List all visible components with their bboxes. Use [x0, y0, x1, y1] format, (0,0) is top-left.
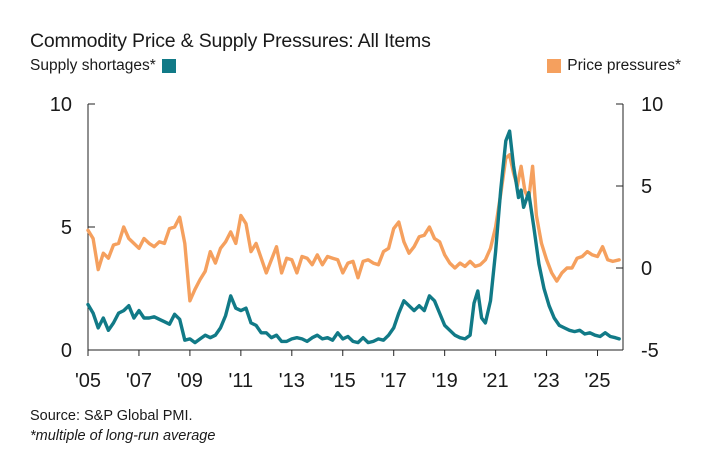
right-tick-label: 5 — [641, 176, 652, 198]
x-tick-label: '21 — [483, 370, 509, 392]
x-tick-label: '09 — [177, 370, 203, 392]
chart-title: Commodity Price & Supply Pressures: All … — [30, 30, 431, 52]
supply-shortages-line — [86, 129, 621, 345]
right-tick-label: 10 — [641, 94, 663, 116]
x-tick-label: '25 — [584, 370, 610, 392]
right-tick-label: 0 — [641, 258, 652, 280]
x-tick-label: '23 — [534, 370, 560, 392]
x-tick-label: '05 — [75, 370, 101, 392]
left-tick-label: 10 — [50, 94, 72, 116]
left-tick-label: 5 — [61, 217, 72, 239]
x-tick-label: '13 — [279, 370, 305, 392]
legend-supply-shortages-label: Supply shortages* — [30, 57, 156, 74]
left-tick-label: 0 — [61, 340, 72, 362]
legend-supply-shortages-swatch — [161, 59, 176, 73]
asterisk-note: *multiple of long-run average — [30, 428, 216, 444]
x-tick-label: '15 — [330, 370, 356, 392]
legend-supply-shortages: Supply shortages* — [30, 57, 176, 75]
price-pressures-line — [86, 153, 621, 303]
x-tick-label: '17 — [381, 370, 407, 392]
right-tick-label: -5 — [641, 340, 659, 362]
legend-price-pressures: Price pressures* — [547, 57, 681, 75]
legend-price-pressures-swatch — [547, 59, 562, 73]
x-tick-label: '07 — [126, 370, 152, 392]
axis-ticks: 0 5 10 -5 0 5 10 '05 '07 '09 '11 '13 '15 '17 '19 '21 '23… — [50, 94, 664, 392]
x-tick-label: '19 — [432, 370, 458, 392]
legend-price-pressures-label: Price pressures* — [567, 57, 681, 74]
x-tick-label: '11 — [229, 370, 254, 392]
source-note: Source: S&P Global PMI. — [30, 408, 193, 424]
series-layer — [86, 129, 621, 345]
